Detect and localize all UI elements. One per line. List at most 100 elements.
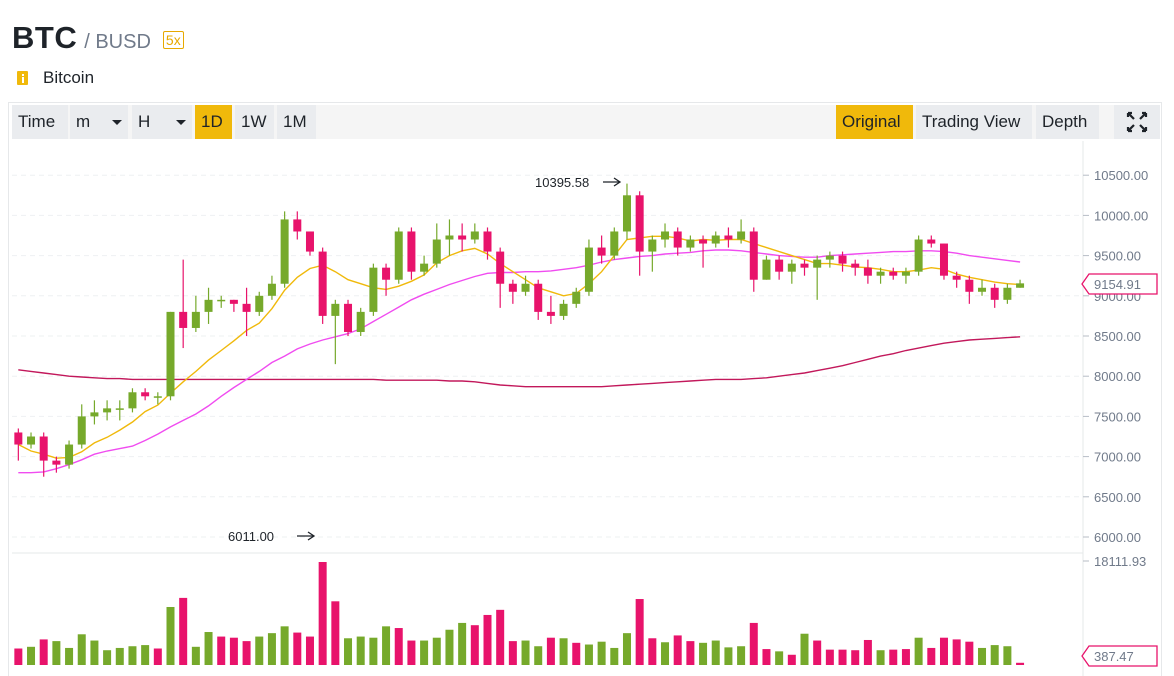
volume-bar bbox=[191, 646, 200, 665]
volume-bar bbox=[420, 640, 429, 665]
candle-up bbox=[737, 231, 746, 240]
hour-label: H bbox=[138, 112, 151, 131]
trading-view-button[interactable]: Trading View bbox=[916, 105, 1032, 139]
candle-up bbox=[204, 299, 213, 312]
volume-bar bbox=[470, 625, 479, 665]
candle-down bbox=[179, 311, 188, 328]
candle-down bbox=[800, 263, 809, 268]
candle-down bbox=[141, 392, 150, 397]
candle-up bbox=[153, 396, 162, 398]
quote-symbol: / BUSD bbox=[84, 31, 151, 53]
volume-bar bbox=[445, 629, 454, 665]
volume-bar bbox=[927, 647, 936, 665]
volume-bar bbox=[661, 642, 670, 665]
candle-up bbox=[1016, 283, 1025, 288]
volume-bar bbox=[559, 638, 568, 665]
arrow-right-icon bbox=[297, 531, 316, 541]
volume-bar bbox=[458, 622, 467, 665]
volume-bar bbox=[52, 641, 61, 665]
volume-bar bbox=[27, 646, 36, 665]
candle-up bbox=[648, 239, 657, 252]
volume-bar bbox=[90, 640, 99, 665]
leverage-badge[interactable]: 5x bbox=[162, 31, 184, 49]
minute-dropdown[interactable]: m bbox=[70, 105, 128, 139]
chevron-down-icon bbox=[112, 120, 122, 125]
candle-up bbox=[420, 263, 429, 272]
volume-bar bbox=[217, 636, 226, 665]
hour-dropdown[interactable]: H bbox=[132, 105, 192, 139]
coin-name[interactable]: Bitcoin bbox=[43, 68, 95, 87]
interval-1m-button[interactable]: 1M bbox=[277, 105, 316, 139]
candle-down bbox=[699, 239, 708, 244]
candle-up bbox=[369, 267, 378, 312]
volume-bar bbox=[305, 636, 314, 665]
volume-bar bbox=[432, 637, 441, 665]
candle-down bbox=[673, 231, 682, 248]
volume-bar bbox=[775, 651, 784, 665]
low-price-label: 6011.00 bbox=[228, 529, 274, 544]
price-tick-label: 10500.00 bbox=[1094, 168, 1148, 183]
chevron-down-icon bbox=[176, 120, 186, 125]
candle-down bbox=[952, 275, 961, 280]
candle-down bbox=[458, 235, 467, 240]
interval-1d-button[interactable]: 1D bbox=[195, 105, 232, 139]
volume-bar bbox=[204, 632, 213, 665]
volume-bar bbox=[749, 622, 758, 665]
candle-up bbox=[572, 291, 581, 304]
high-price-label: 10395.58 bbox=[535, 175, 589, 190]
candle-down bbox=[990, 287, 999, 300]
candle-up bbox=[762, 259, 771, 280]
candle-down bbox=[546, 311, 555, 316]
volume-bar bbox=[648, 638, 657, 665]
volume-bar bbox=[267, 633, 276, 665]
volume-bar bbox=[77, 634, 86, 665]
volume-bar bbox=[889, 649, 898, 665]
volume-bar bbox=[1016, 662, 1025, 665]
candle-up bbox=[876, 271, 885, 276]
volume-bar bbox=[762, 649, 771, 665]
price-tick-label: 7500.00 bbox=[1094, 409, 1141, 424]
volume-bar bbox=[394, 628, 403, 665]
volume-bar bbox=[686, 641, 695, 665]
price-tick-label: 9500.00 bbox=[1094, 249, 1141, 264]
info-icon[interactable] bbox=[17, 71, 28, 85]
candle-down bbox=[724, 235, 733, 240]
candle-down bbox=[939, 243, 948, 276]
candle-up bbox=[825, 255, 834, 260]
candle-up bbox=[559, 303, 568, 316]
volume-bar bbox=[939, 637, 948, 665]
volume-bar bbox=[128, 646, 137, 665]
volume-bar bbox=[331, 601, 340, 665]
candle-down bbox=[496, 251, 505, 284]
candle-up bbox=[394, 231, 403, 280]
fullscreen-button[interactable] bbox=[1114, 105, 1160, 139]
volume-bar bbox=[255, 636, 264, 665]
pair-header: BTC / BUSD 5x bbox=[12, 20, 184, 60]
candle-up bbox=[432, 239, 441, 264]
candle-up bbox=[115, 408, 124, 410]
volume-bar bbox=[622, 633, 631, 665]
chart-frame bbox=[8, 102, 1162, 676]
candle-down bbox=[318, 251, 327, 316]
volume-bar bbox=[14, 648, 23, 665]
volume-bar bbox=[141, 645, 150, 665]
interval-1w-button[interactable]: 1W bbox=[235, 105, 274, 139]
depth-button[interactable]: Depth bbox=[1036, 105, 1099, 139]
candle-up bbox=[128, 392, 137, 409]
volume-bar bbox=[153, 648, 162, 665]
volume-bar bbox=[229, 637, 238, 665]
chart-grid bbox=[12, 174, 1083, 538]
candle-up bbox=[661, 231, 670, 240]
candle-up bbox=[711, 235, 720, 244]
candle-down bbox=[863, 267, 872, 276]
price-tick-label: 6500.00 bbox=[1094, 490, 1141, 505]
volume-bar bbox=[952, 639, 961, 665]
last-volume-marker: 387.47 bbox=[1081, 645, 1158, 667]
time-button[interactable]: Time bbox=[12, 105, 68, 139]
candle-up bbox=[267, 283, 276, 296]
volume-bar bbox=[496, 609, 505, 665]
volume-bar bbox=[572, 642, 581, 665]
candle-up bbox=[901, 271, 910, 276]
original-view-button[interactable]: Original bbox=[836, 105, 913, 139]
